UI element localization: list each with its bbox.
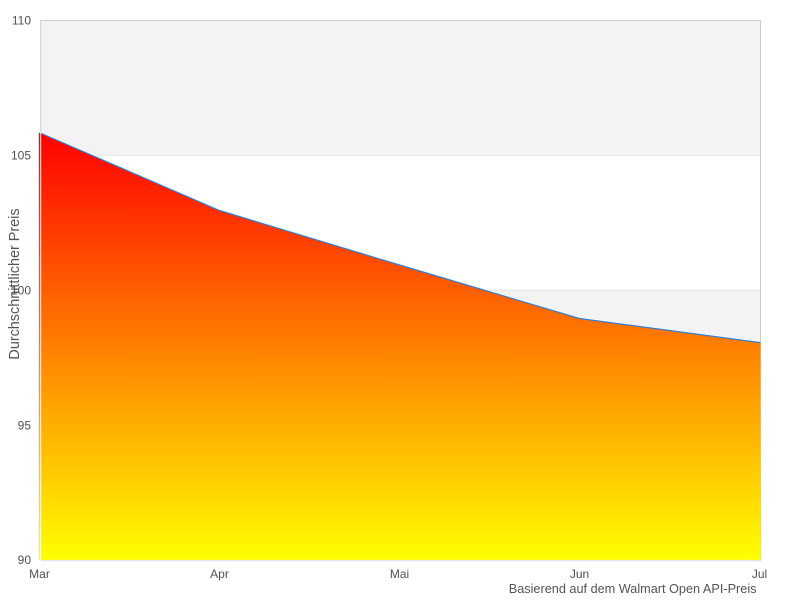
svg-text:Durchschnittlicher Preis: Durchschnittlicher Preis [7,208,23,359]
svg-text:Jun: Jun [570,567,589,581]
svg-text:Apr: Apr [210,567,229,581]
svg-text:90: 90 [18,553,32,567]
svg-text:100: 100 [11,284,31,298]
svg-text:105: 105 [11,149,31,163]
svg-text:110: 110 [12,13,31,27]
svg-text:Basierend auf dem Walmart Open: Basierend auf dem Walmart Open API-Preis [509,582,757,596]
svg-text:95: 95 [18,418,32,432]
svg-text:Mar: Mar [29,567,50,581]
svg-text:Mai: Mai [390,567,409,581]
svg-text:Jul: Jul [752,567,767,581]
